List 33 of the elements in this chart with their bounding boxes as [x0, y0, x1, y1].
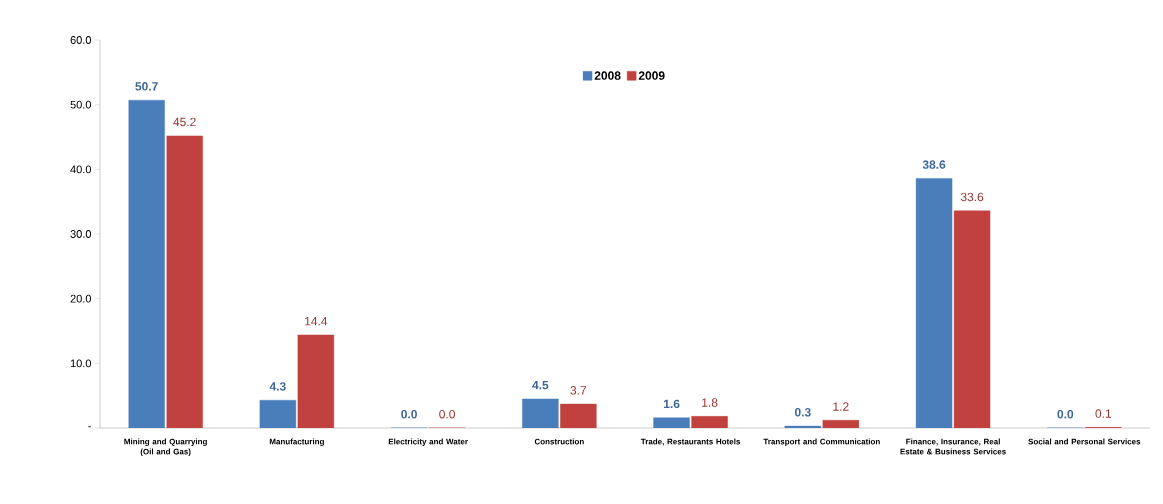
y-tick-label: 10.0	[70, 359, 92, 368]
y-tick-label: 60.0	[70, 36, 92, 44]
data-label: 0.1	[1095, 409, 1112, 418]
data-label: 0.0	[1057, 409, 1074, 419]
data-label: 1.6	[664, 399, 680, 409]
x-tick-label: Electricity and Water	[388, 438, 468, 446]
data-label: 1.2	[833, 402, 849, 411]
x-tick-label: Manufacturing	[269, 438, 324, 447]
data-label: 14.4	[305, 317, 328, 326]
x-tick-label: Transport and Communication	[763, 438, 880, 446]
data-label: 0.0	[439, 409, 455, 419]
data-label: 3.7	[570, 386, 587, 395]
data-label: 33.6	[960, 192, 984, 202]
x-tick-label: Construction	[534, 438, 584, 445]
x-tick-label: Trade, Restaurants Hotels	[640, 438, 741, 446]
data-label: 4.5	[532, 381, 549, 390]
data-label: 38.6	[922, 160, 946, 169]
data-label: 1.8	[702, 398, 718, 407]
y-tick-label: 40.0	[70, 165, 92, 174]
y-tick-label: 20.0	[70, 294, 92, 303]
data-label: 4.3	[269, 382, 286, 391]
legend-label: 2009	[638, 71, 665, 80]
y-tick-label: -	[88, 426, 91, 428]
x-tick-label: Finance, Insurance, Real Estate & Business Services	[900, 438, 1006, 455]
y-tick-label: 50.0	[70, 100, 92, 109]
y-tick-label: 30.0	[70, 230, 92, 238]
data-label: 0.3	[794, 408, 811, 417]
legend-label: 2008	[594, 71, 621, 80]
data-label: 45.2	[173, 117, 196, 127]
x-tick-label: Mining and Quarrying (Oil and Gas)	[124, 438, 207, 456]
x-tick-label: Social and Personal Services	[1028, 438, 1141, 445]
data-label: 0.0	[401, 409, 417, 419]
data-label: 50.7	[135, 82, 158, 91]
